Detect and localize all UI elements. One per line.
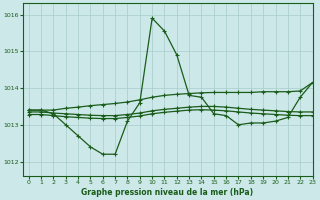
- X-axis label: Graphe pression niveau de la mer (hPa): Graphe pression niveau de la mer (hPa): [82, 188, 254, 197]
